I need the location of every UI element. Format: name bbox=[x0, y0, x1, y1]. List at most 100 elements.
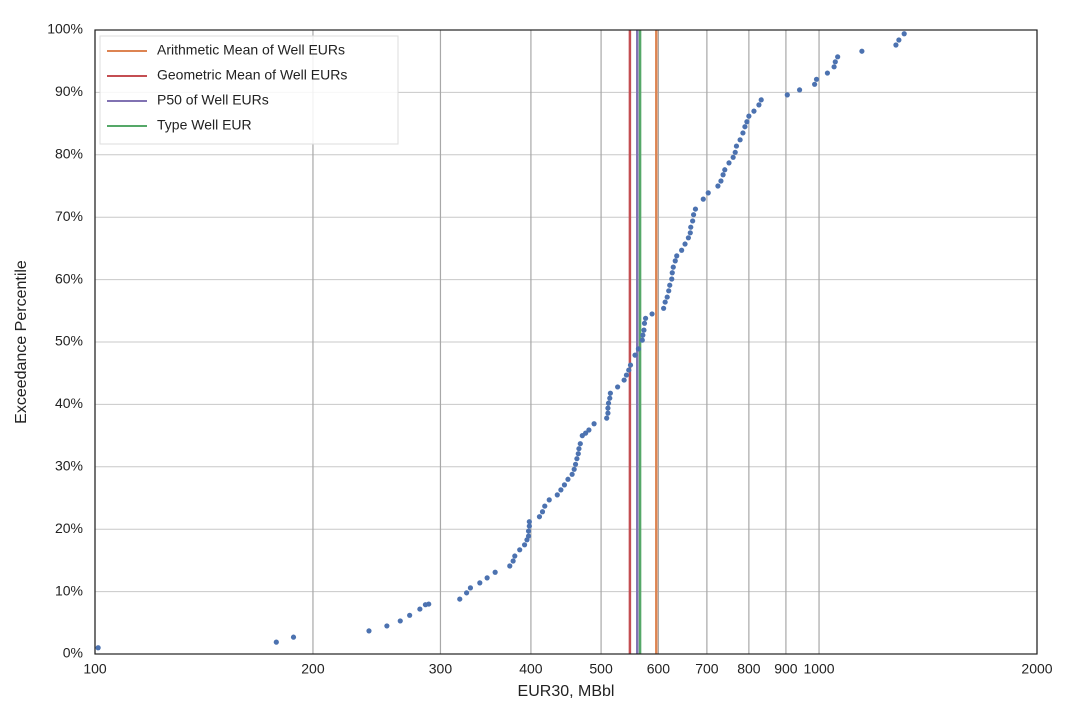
data-point bbox=[591, 421, 597, 427]
data-point bbox=[366, 628, 372, 634]
y-tick-label: 0% bbox=[63, 645, 83, 661]
data-point bbox=[859, 48, 865, 54]
data-point bbox=[558, 487, 564, 493]
data-point bbox=[641, 327, 647, 333]
y-tick-label: 10% bbox=[55, 582, 83, 598]
data-point bbox=[635, 346, 641, 352]
data-point bbox=[733, 143, 740, 149]
data-point bbox=[674, 253, 680, 259]
data-point bbox=[831, 64, 837, 70]
data-point bbox=[682, 241, 688, 247]
y-axis-title: Exceedance Percentile bbox=[13, 260, 30, 424]
data-point bbox=[726, 160, 732, 166]
legend-label: P50 of Well EURs bbox=[157, 92, 269, 108]
x-tick-label: 800 bbox=[737, 661, 761, 677]
data-point bbox=[639, 337, 645, 343]
x-tick-label: 400 bbox=[519, 661, 543, 677]
data-point bbox=[627, 362, 634, 368]
plot-frame bbox=[94, 29, 1038, 655]
y-tick-label: 60% bbox=[55, 270, 83, 286]
data-point bbox=[565, 476, 571, 482]
x-tick-label: 600 bbox=[647, 661, 671, 677]
data-point bbox=[901, 31, 907, 37]
data-point bbox=[813, 76, 820, 82]
data-point bbox=[623, 372, 630, 378]
x-tick-label: 700 bbox=[695, 661, 719, 677]
data-point bbox=[626, 367, 632, 373]
data-point bbox=[397, 618, 403, 624]
legend-box bbox=[99, 35, 399, 145]
y-tick-label: 70% bbox=[55, 208, 83, 224]
data-point bbox=[467, 585, 474, 591]
data-point bbox=[484, 575, 490, 581]
data-point bbox=[832, 59, 838, 65]
x-tick-label: 500 bbox=[589, 661, 613, 677]
data-point bbox=[572, 461, 579, 467]
legend-label: Geometric Mean of Well EURs bbox=[157, 67, 347, 83]
data-point bbox=[740, 130, 746, 136]
data-point bbox=[457, 596, 463, 602]
data-point bbox=[784, 92, 790, 98]
data-point bbox=[893, 42, 899, 48]
data-point bbox=[690, 218, 696, 224]
data-point bbox=[670, 264, 676, 270]
data-point bbox=[737, 137, 743, 143]
data-point bbox=[692, 206, 699, 212]
data-point bbox=[521, 542, 528, 548]
data-point bbox=[669, 276, 675, 282]
data-point bbox=[384, 623, 390, 629]
data-point bbox=[605, 410, 611, 416]
data-point bbox=[576, 446, 582, 452]
x-tick-label: 2000 bbox=[1021, 661, 1052, 677]
data-point bbox=[758, 97, 764, 103]
data-point bbox=[426, 601, 432, 607]
data-point bbox=[666, 288, 672, 294]
data-point bbox=[705, 190, 711, 196]
data-point bbox=[715, 183, 721, 189]
y-tick-label: 80% bbox=[55, 146, 83, 162]
data-point bbox=[685, 235, 691, 241]
data-point bbox=[649, 311, 655, 317]
data-point bbox=[605, 405, 611, 411]
data-point bbox=[607, 395, 613, 401]
data-point bbox=[607, 390, 613, 396]
data-point bbox=[539, 509, 546, 515]
x-tick-label: 100 bbox=[83, 661, 107, 677]
data-point bbox=[492, 569, 498, 575]
data-point bbox=[290, 634, 297, 640]
data-point bbox=[835, 54, 841, 60]
data-point bbox=[536, 514, 543, 520]
data-point bbox=[583, 430, 589, 436]
data-point bbox=[718, 178, 724, 184]
data-point bbox=[577, 441, 583, 447]
data-point bbox=[824, 70, 831, 76]
data-point bbox=[463, 590, 470, 596]
data-point bbox=[554, 492, 560, 498]
data-point bbox=[605, 400, 612, 406]
x-axis-title: EUR30, MBbl bbox=[518, 683, 615, 700]
data-point bbox=[526, 523, 532, 529]
data-point bbox=[672, 258, 678, 264]
y-tick-label: 20% bbox=[55, 520, 83, 536]
data-point bbox=[273, 639, 279, 645]
data-point bbox=[542, 503, 548, 509]
y-tick-label: 40% bbox=[55, 395, 83, 411]
data-point bbox=[722, 167, 728, 173]
data-point bbox=[687, 230, 693, 236]
data-point bbox=[667, 282, 673, 288]
data-point bbox=[744, 119, 750, 125]
data-point bbox=[95, 645, 101, 651]
data-point bbox=[586, 427, 592, 433]
data-point bbox=[569, 471, 575, 477]
data-point bbox=[632, 352, 638, 358]
y-tick-label: 100% bbox=[47, 21, 83, 37]
data-point bbox=[720, 172, 726, 178]
data-point bbox=[661, 305, 667, 311]
y-tick-label: 90% bbox=[55, 83, 83, 99]
data-point bbox=[742, 124, 748, 130]
data-point bbox=[510, 558, 516, 564]
data-point bbox=[615, 384, 621, 390]
x-tick-label: 1000 bbox=[803, 661, 834, 677]
